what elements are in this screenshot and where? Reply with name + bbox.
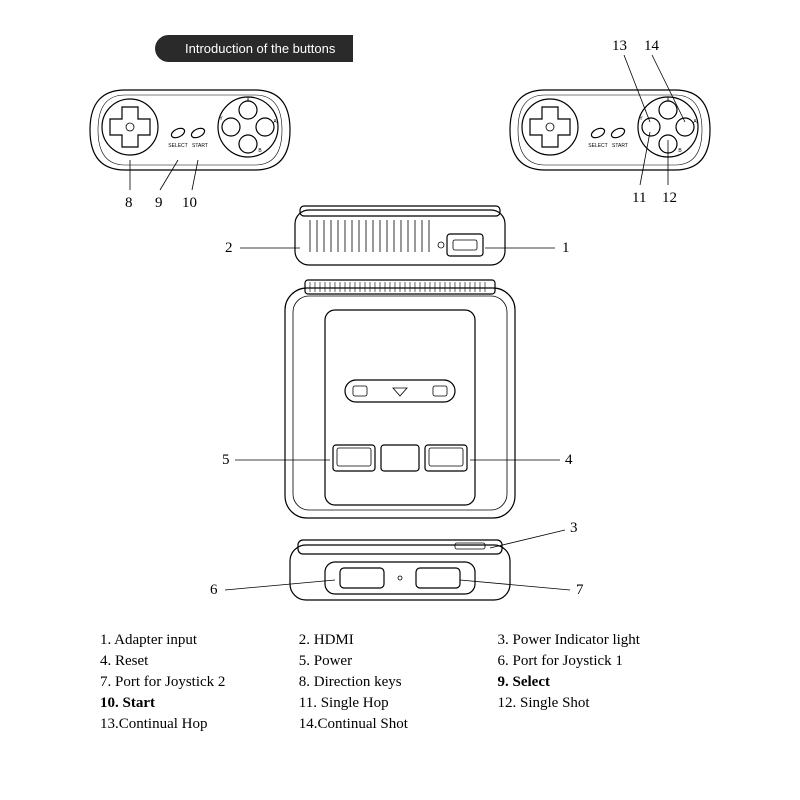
- legend-item-7: 7. Port for Joystick 2: [100, 672, 295, 693]
- callout-14: 14: [644, 38, 659, 55]
- svg-text:SELECT: SELECT: [168, 143, 187, 149]
- legend-item-13: 13.Continual Hop: [100, 714, 295, 735]
- legend-item-4: 4. Reset: [100, 651, 295, 672]
- callout-6: 6: [210, 582, 218, 599]
- callout-13: 13: [612, 38, 627, 55]
- header-title: Introduction of the buttons: [155, 35, 353, 62]
- callout-lines-right-ctrl: [500, 50, 720, 190]
- legend: 1. Adapter input 4. Reset 7. Port for Jo…: [100, 630, 700, 735]
- callout-2: 2: [225, 240, 233, 257]
- callout-7: 7: [576, 582, 584, 599]
- legend-item-12: 12. Single Shot: [498, 693, 693, 714]
- legend-item-3: 3. Power Indicator light: [498, 630, 693, 651]
- callout-4: 4: [565, 452, 573, 469]
- legend-item-10: 10. Start: [100, 693, 295, 714]
- svg-text:X: X: [246, 97, 250, 103]
- callout-1: 1: [562, 240, 570, 257]
- legend-item-2: 2. HDMI: [299, 630, 494, 651]
- svg-text:START: START: [192, 143, 208, 149]
- legend-item-6: 6. Port for Joystick 1: [498, 651, 693, 672]
- legend-item-8: 8. Direction keys: [299, 672, 494, 693]
- callout-5: 5: [222, 452, 230, 469]
- legend-item-14: 14.Continual Shot: [299, 714, 494, 735]
- legend-item-5: 5. Power: [299, 651, 494, 672]
- console-diagram: [250, 200, 550, 600]
- callout-11: 11: [632, 190, 646, 207]
- callout-3: 3: [570, 520, 578, 537]
- callout-9: 9: [155, 195, 163, 212]
- callout-8: 8: [125, 195, 133, 212]
- svg-text:Y: Y: [219, 116, 223, 122]
- legend-item-9: 9. Select: [498, 672, 693, 693]
- callout-10: 10: [182, 195, 197, 212]
- legend-item-1: 1. Adapter input: [100, 630, 295, 651]
- callout-12: 12: [662, 190, 677, 207]
- legend-item-11: 11. Single Hop: [299, 693, 494, 714]
